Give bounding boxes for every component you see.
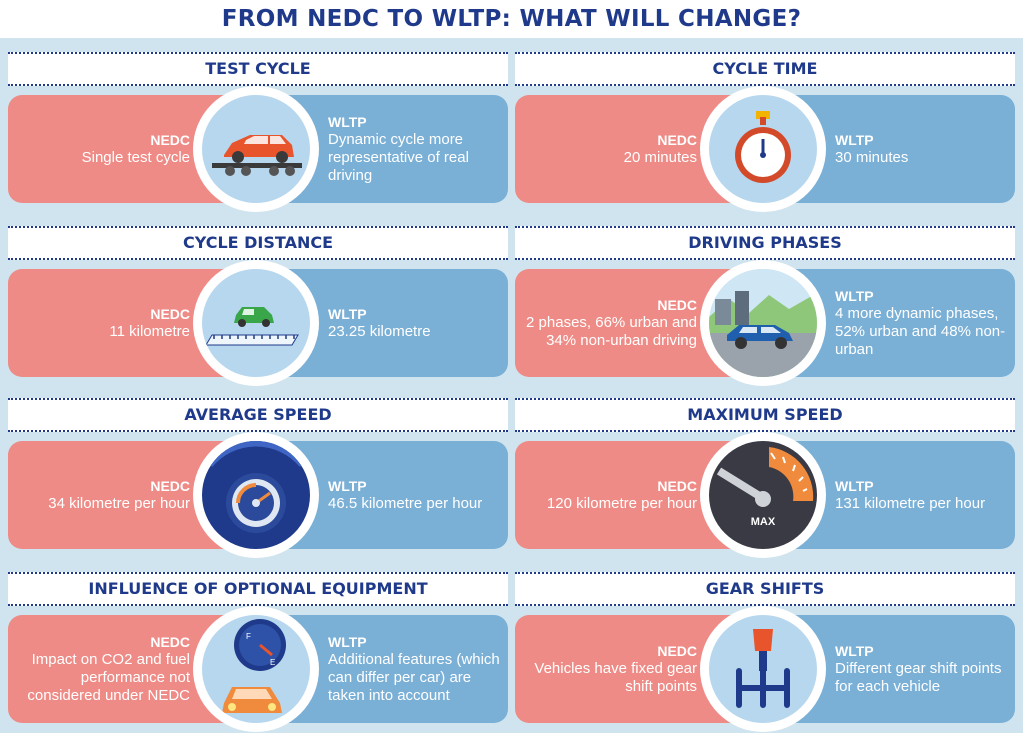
section-heading: CYCLE TIME: [515, 52, 1015, 86]
nedc-text: 120 kilometre per hour: [546, 494, 697, 512]
wltp-label: WLTP: [328, 305, 367, 322]
wltp-label: WLTP: [835, 642, 874, 659]
section-gear-shifts: GEAR SHIFTS NEDC Vehicles have fixed gea…: [515, 558, 1015, 733]
nedc-info: NEDC 2 phases, 66% urban and 34% non-urb…: [525, 269, 697, 377]
wltp-info: WLTP Additional features (which can diff…: [328, 615, 503, 723]
wltp-info: WLTP 30 minutes: [835, 95, 1010, 203]
speedometer-icon: [207, 441, 305, 533]
nedc-label: NEDC: [657, 296, 697, 313]
car-on-ruler-icon: [205, 307, 299, 346]
nedc-text: 20 minutes: [623, 148, 697, 166]
stopwatch-icon: [735, 111, 791, 183]
wltp-info: WLTP 4 more dynamic phases, 52% urban an…: [835, 269, 1010, 377]
wltp-info: WLTP Different gear shift points for eac…: [835, 615, 1010, 723]
nedc-label: NEDC: [657, 477, 697, 494]
section-average-speed: AVERAGE SPEED NEDC 34 kilometre per hour…: [8, 384, 508, 559]
section-test-cycle: TEST CYCLE NEDC Single test cycle WLTP D…: [8, 38, 508, 213]
icon-circle: [193, 260, 319, 386]
icon-circle: [700, 606, 826, 732]
wltp-text: Dynamic cycle more representative of rea…: [328, 130, 469, 184]
nedc-text: 2 phases, 66% urban and 34% non-urban dr…: [526, 313, 697, 349]
car-on-dyno-icon: [212, 135, 302, 176]
max-gauge-icon: MAX: [716, 447, 814, 528]
wltp-text: Different gear shift points for each veh…: [835, 659, 1002, 695]
section-maximum-speed: MAXIMUM SPEED NEDC 120 kilometre per hou…: [515, 384, 1015, 559]
car-city-road-icon: [709, 269, 817, 377]
nedc-text: 11 kilometre: [109, 322, 190, 340]
section-heading: DRIVING PHASES: [515, 226, 1015, 260]
max-label: MAX: [751, 516, 776, 528]
section-heading: GEAR SHIFTS: [515, 572, 1015, 606]
page-title: FROM NEDC TO WLTP: WHAT WILL CHANGE?: [0, 0, 1023, 38]
section-optional-equipment: INFLUENCE OF OPTIONAL EQUIPMENT NEDC Imp…: [8, 558, 508, 733]
section-heading: TEST CYCLE: [8, 52, 508, 86]
wltp-info: WLTP 23.25 kilometre: [328, 269, 503, 377]
gauge-empty-label: E: [270, 658, 275, 667]
section-heading: INFLUENCE OF OPTIONAL EQUIPMENT: [8, 572, 508, 606]
section-heading: CYCLE DISTANCE: [8, 226, 508, 260]
gear-shifter-icon: [736, 629, 790, 708]
wltp-label: WLTP: [835, 131, 874, 148]
fuel-gauge-car-icon: F E: [222, 619, 286, 713]
wltp-text: 30 minutes: [835, 148, 909, 166]
section-cycle-time: CYCLE TIME NEDC 20 minutes WLTP 30 minut…: [515, 38, 1015, 213]
wltp-text: 23.25 kilometre: [328, 322, 431, 340]
icon-circle: [700, 260, 826, 386]
wltp-label: WLTP: [328, 477, 367, 494]
nedc-label: NEDC: [150, 131, 190, 148]
wltp-text: 4 more dynamic phases, 52% urban and 48%…: [835, 304, 1006, 358]
icon-circle: [700, 86, 826, 212]
section-cycle-distance: CYCLE DISTANCE NEDC 11 kilometre WLTP 23…: [8, 212, 508, 387]
nedc-label: NEDC: [657, 131, 697, 148]
wltp-info: WLTP Dynamic cycle more representative o…: [328, 95, 503, 203]
gauge-full-label: F: [246, 632, 251, 641]
wltp-label: WLTP: [328, 633, 367, 650]
wltp-info: WLTP 46.5 kilometre per hour: [328, 441, 503, 549]
nedc-text: Impact on CO2 and fuel performance not c…: [27, 650, 190, 704]
nedc-text: Single test cycle: [81, 148, 190, 166]
section-heading: MAXIMUM SPEED: [515, 398, 1015, 432]
icon-circle: [193, 432, 319, 558]
nedc-info: NEDC 11 kilometre: [18, 269, 190, 377]
section-driving-phases: DRIVING PHASES NEDC 2 phases, 66% urban …: [515, 212, 1015, 387]
wltp-label: WLTP: [835, 287, 874, 304]
nedc-info: NEDC 34 kilometre per hour: [18, 441, 190, 549]
icon-circle: [193, 86, 319, 212]
nedc-info: NEDC 20 minutes: [525, 95, 697, 203]
nedc-label: NEDC: [150, 477, 190, 494]
nedc-info: NEDC Single test cycle: [18, 95, 190, 203]
nedc-info: NEDC 120 kilometre per hour: [525, 441, 697, 549]
nedc-label: NEDC: [657, 642, 697, 659]
wltp-info: WLTP 131 kilometre per hour: [835, 441, 1010, 549]
icon-circle: F E: [193, 606, 319, 732]
wltp-text: Additional features (which can differ pe…: [328, 650, 500, 704]
wltp-label: WLTP: [328, 113, 367, 130]
wltp-label: WLTP: [835, 477, 874, 494]
icon-circle: MAX: [700, 432, 826, 558]
nedc-label: NEDC: [150, 633, 190, 650]
nedc-text: Vehicles have fixed gear shift points: [534, 659, 697, 695]
nedc-info: NEDC Vehicles have fixed gear shift poin…: [525, 615, 697, 723]
nedc-text: 34 kilometre per hour: [48, 494, 190, 512]
section-heading: AVERAGE SPEED: [8, 398, 508, 432]
nedc-info: NEDC Impact on CO2 and fuel performance …: [18, 615, 190, 723]
wltp-text: 46.5 kilometre per hour: [328, 494, 483, 512]
nedc-label: NEDC: [150, 305, 190, 322]
wltp-text: 131 kilometre per hour: [835, 494, 986, 512]
